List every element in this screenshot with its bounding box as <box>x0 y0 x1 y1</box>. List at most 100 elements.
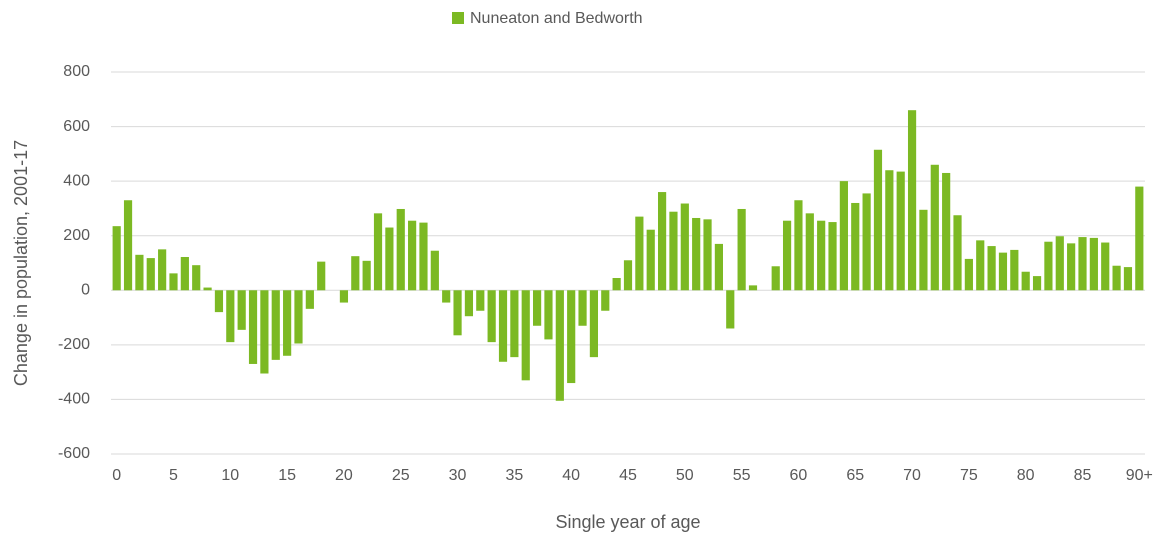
bar <box>998 252 1008 291</box>
x-tick-label: 30 <box>449 467 467 484</box>
bar <box>919 209 928 291</box>
bar <box>623 260 633 291</box>
bar <box>805 213 814 291</box>
bar <box>237 290 246 330</box>
bar <box>226 290 235 343</box>
bar <box>782 220 792 291</box>
y-tick-label: 200 <box>63 227 90 244</box>
x-tick-label: 70 <box>903 467 921 484</box>
bar <box>169 273 178 291</box>
bar <box>646 229 655 291</box>
x-tick-label: 20 <box>335 467 353 484</box>
bar <box>487 290 496 343</box>
bar <box>885 170 894 291</box>
bar <box>453 290 462 336</box>
x-tick-label: 35 <box>505 467 523 484</box>
y-tick-label: -400 <box>58 391 90 408</box>
bar <box>589 290 599 358</box>
bar <box>544 290 553 340</box>
bar <box>1135 186 1144 291</box>
bar <box>498 290 508 362</box>
x-tick-label: 45 <box>619 467 637 484</box>
bar <box>794 200 803 291</box>
bar <box>896 171 905 291</box>
bar <box>362 260 371 291</box>
legend-swatch <box>452 12 464 24</box>
y-tick-label: 0 <box>81 282 90 299</box>
x-tick-label: 60 <box>790 467 808 484</box>
bar <box>839 181 848 291</box>
bar <box>692 217 701 291</box>
x-tick-label: 65 <box>846 467 864 484</box>
bar <box>203 287 212 291</box>
x-tick-label: 55 <box>733 467 751 484</box>
bar <box>180 256 189 291</box>
bar <box>476 290 485 311</box>
bar <box>317 261 326 291</box>
bar <box>1055 236 1064 291</box>
bar <box>1101 242 1110 291</box>
x-tick-label: 0 <box>112 467 121 484</box>
x-tick-label: 40 <box>562 467 580 484</box>
bar <box>669 211 678 291</box>
bar <box>953 215 962 291</box>
bar <box>930 164 939 291</box>
y-tick-label: 600 <box>63 118 90 135</box>
bar <box>1010 249 1019 291</box>
x-tick-label: 90+ <box>1126 467 1153 484</box>
y-tick-label: -200 <box>58 336 90 353</box>
bar <box>601 290 610 311</box>
bar <box>1067 243 1076 291</box>
bar <box>1078 237 1087 291</box>
bar <box>158 249 167 291</box>
bar <box>657 192 667 291</box>
bar <box>396 208 405 291</box>
bar <box>1032 276 1042 291</box>
bar <box>817 220 826 291</box>
bar <box>828 222 837 291</box>
x-tick-label: 75 <box>960 467 978 484</box>
bar <box>135 254 144 291</box>
bar <box>680 203 689 291</box>
bar <box>1021 271 1030 291</box>
y-tick-label: 400 <box>63 172 90 189</box>
bar <box>260 290 269 374</box>
bar <box>714 243 723 291</box>
x-axis-label: Single year of age <box>555 512 700 532</box>
x-tick-label: 15 <box>278 467 296 484</box>
bar <box>419 222 428 291</box>
bar <box>703 219 712 291</box>
bar <box>510 290 519 358</box>
bar <box>987 246 996 291</box>
bar <box>339 290 349 303</box>
bar <box>567 290 576 384</box>
x-tick-label: 5 <box>169 467 178 484</box>
bar <box>1123 267 1133 291</box>
bar <box>964 258 973 291</box>
bar <box>294 290 303 344</box>
bar <box>192 265 201 291</box>
bar <box>464 290 474 317</box>
bar <box>555 290 564 401</box>
bar <box>748 285 758 291</box>
bar <box>123 200 133 291</box>
bar <box>1044 241 1053 291</box>
x-tick-label: 10 <box>221 467 239 484</box>
bar <box>533 290 542 326</box>
bar <box>851 202 860 291</box>
bar <box>248 290 258 364</box>
bar <box>373 213 383 291</box>
legend-label: Nuneaton and Bedworth <box>470 10 643 27</box>
bar <box>271 290 280 360</box>
bar <box>907 110 917 291</box>
x-tick-label: 25 <box>392 467 410 484</box>
bar <box>408 220 417 291</box>
bar <box>442 290 451 303</box>
bar <box>112 226 121 291</box>
bar <box>873 149 883 291</box>
bar <box>305 290 314 309</box>
bar <box>430 250 439 291</box>
y-tick-label: 800 <box>63 63 90 80</box>
y-tick-label: -600 <box>58 445 90 462</box>
